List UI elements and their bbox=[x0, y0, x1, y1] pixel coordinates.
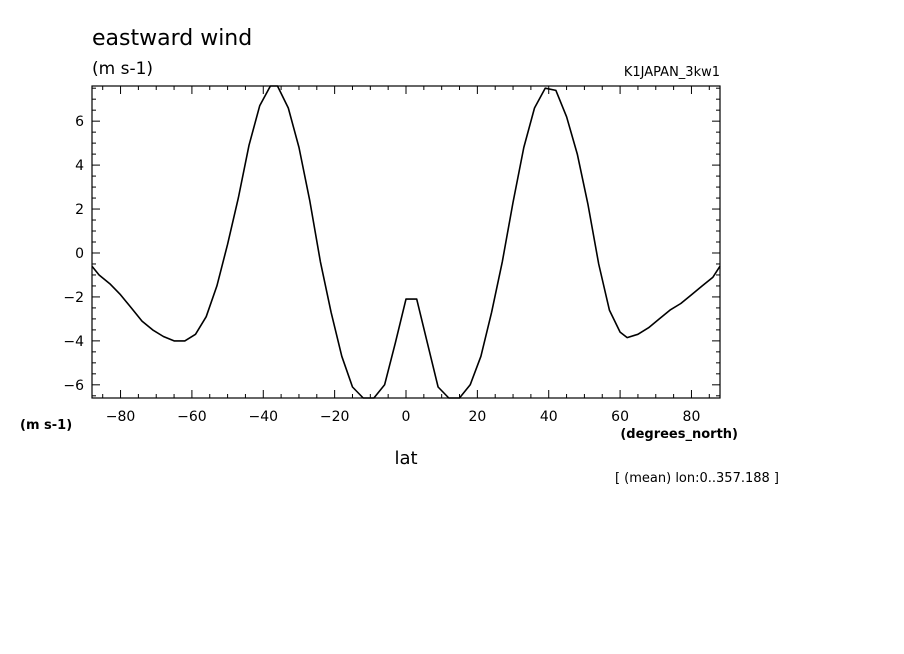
x-axis-units: (degrees_north) bbox=[620, 427, 738, 442]
series-line bbox=[91, 85, 721, 399]
x-tick-label: 80 bbox=[683, 409, 701, 425]
y-tick-label: 2 bbox=[75, 202, 84, 218]
y-tick-label: 6 bbox=[75, 114, 84, 130]
x-axis-title: lat bbox=[394, 448, 417, 469]
axis-ticks bbox=[92, 86, 720, 398]
footnote: [ (mean) lon:0..357.188 ] bbox=[615, 471, 779, 486]
x-tick-label: 40 bbox=[540, 409, 558, 425]
dataset-label: K1JAPAN_3kw1 bbox=[624, 65, 720, 80]
y-tick-label: −4 bbox=[63, 334, 84, 350]
y-tick-label: 0 bbox=[75, 246, 84, 262]
x-tick-label: 20 bbox=[468, 409, 486, 425]
chart-title: eastward wind bbox=[92, 26, 252, 51]
y-tick-label: −2 bbox=[63, 290, 84, 306]
x-tick-label: −80 bbox=[106, 409, 136, 425]
y-axis-units: (m s-1) bbox=[20, 418, 72, 433]
plot-frame bbox=[91, 85, 721, 399]
y-tick-label: −6 bbox=[63, 378, 84, 394]
x-tick-labels: −80 −60 −40 −20 0 20 40 60 80 bbox=[106, 409, 701, 425]
x-tick-label: −60 bbox=[177, 409, 207, 425]
x-tick-label: −40 bbox=[248, 409, 278, 425]
x-tick-label: 0 bbox=[402, 409, 411, 425]
x-tick-label: −20 bbox=[320, 409, 350, 425]
y-tick-label: 4 bbox=[75, 158, 84, 174]
x-tick-label: 60 bbox=[611, 409, 629, 425]
y-tick-labels: −6 −4 −2 0 2 4 6 bbox=[63, 114, 84, 394]
chart-units-label: (m s-1) bbox=[92, 59, 153, 79]
